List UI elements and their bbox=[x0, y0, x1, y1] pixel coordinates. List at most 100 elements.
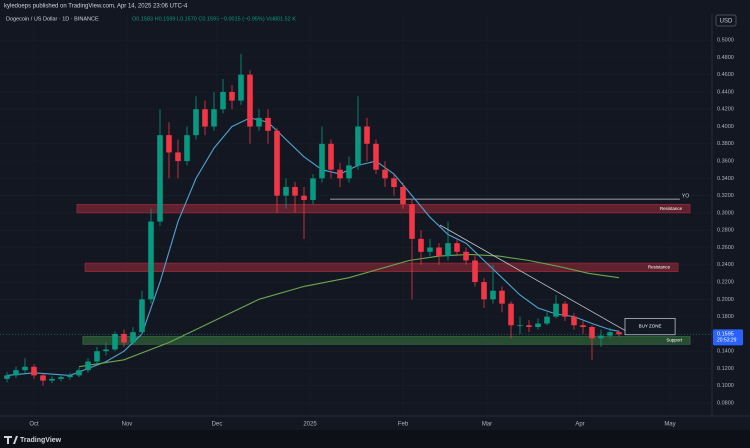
y-tick-label: 0.1200 bbox=[717, 366, 734, 372]
candle-body bbox=[58, 377, 64, 379]
candle-body bbox=[274, 130, 280, 196]
y-tick-label: 0.4400 bbox=[717, 89, 734, 95]
symbol: Dogecoin / US Dollar · 1D · BINANCE bbox=[6, 16, 99, 22]
y-tick-label: 0.3600 bbox=[717, 159, 734, 165]
candle-body bbox=[103, 349, 109, 352]
candle-body bbox=[157, 135, 163, 222]
footer-bar bbox=[0, 430, 750, 448]
candle-body bbox=[427, 247, 433, 252]
y-tick-label: 0.4800 bbox=[717, 55, 734, 61]
candle-body bbox=[400, 187, 406, 205]
trendline bbox=[439, 224, 626, 331]
x-tick-label: Mar bbox=[482, 422, 492, 428]
y-tick-label: 0.5000 bbox=[717, 38, 734, 44]
candle-body bbox=[436, 247, 442, 257]
y-tick-label: 0.3400 bbox=[717, 176, 734, 182]
buy-zone bbox=[624, 318, 676, 336]
y-tick-label: 0.1000 bbox=[717, 383, 734, 389]
candle-body bbox=[418, 238, 424, 252]
y-tick-label: 0.1400 bbox=[717, 349, 734, 355]
candle-body bbox=[139, 299, 145, 333]
candle-body bbox=[31, 366, 37, 376]
zone-label: Resistance bbox=[660, 206, 683, 211]
candle-body bbox=[562, 303, 568, 317]
y-tick-label: 0.1800 bbox=[717, 314, 734, 320]
buy-zone-label: BUY ZONE bbox=[639, 324, 662, 329]
x-tick-label: Nov bbox=[122, 422, 133, 428]
candle-body bbox=[472, 260, 478, 283]
y-tick-label: 0.2600 bbox=[717, 245, 734, 251]
candle-body bbox=[76, 370, 82, 376]
y-tick-label: 0.2000 bbox=[717, 297, 734, 303]
candle-body bbox=[616, 332, 622, 335]
y-tick-label: 0.3000 bbox=[717, 210, 734, 216]
zone-label: Support bbox=[666, 338, 683, 343]
candle-body bbox=[463, 251, 469, 261]
candle-body bbox=[481, 282, 487, 300]
candle-body bbox=[526, 325, 532, 327]
zone bbox=[84, 262, 679, 272]
candle-body bbox=[301, 195, 307, 200]
candle-body bbox=[193, 109, 199, 136]
y-tick-label: 0.2400 bbox=[717, 262, 734, 268]
footer-brand: TradingView bbox=[20, 437, 62, 444]
x-tick-label: 2025 bbox=[303, 422, 317, 428]
candle-body bbox=[535, 323, 541, 327]
candle-body bbox=[499, 290, 505, 304]
candle-body bbox=[175, 152, 181, 162]
candle-body bbox=[292, 187, 298, 196]
candle-body bbox=[220, 91, 226, 110]
candle-body bbox=[409, 204, 415, 239]
zone-label: Resistance bbox=[648, 265, 671, 270]
candle-body bbox=[598, 335, 604, 339]
candle-body bbox=[355, 126, 361, 166]
x-tick-label: May bbox=[664, 422, 675, 428]
y-tick-label: 0.3800 bbox=[717, 141, 734, 147]
y-tick-label: 0.4000 bbox=[717, 124, 734, 130]
candle-body bbox=[382, 169, 388, 179]
x-tick-label: Dec bbox=[212, 422, 223, 428]
candle-body bbox=[13, 370, 19, 376]
candle-body bbox=[184, 135, 190, 162]
candle-body bbox=[247, 74, 253, 127]
x-tick-label: Oct bbox=[29, 422, 39, 428]
candle-body bbox=[130, 332, 136, 343]
candle-body bbox=[337, 169, 343, 179]
candle-body bbox=[85, 361, 91, 371]
candle-body bbox=[544, 316, 550, 324]
candle-body bbox=[4, 375, 10, 379]
ma-line bbox=[78, 253, 620, 368]
y-tick-label: 0.0800 bbox=[717, 400, 734, 406]
candle-body bbox=[166, 135, 172, 153]
candle-body bbox=[202, 109, 208, 127]
candle-body bbox=[373, 143, 379, 170]
x-tick-label: Apr bbox=[575, 422, 584, 428]
countdown: 20:53:29 bbox=[717, 338, 737, 344]
candle-body bbox=[607, 332, 613, 336]
y-tick-label: 0.2800 bbox=[717, 228, 734, 234]
currency-box bbox=[715, 14, 737, 27]
candle-body bbox=[364, 126, 370, 144]
candle-body bbox=[67, 375, 73, 378]
logo bbox=[4, 436, 18, 444]
candle-body bbox=[319, 143, 325, 179]
last-price-label: 0.1595 bbox=[717, 331, 734, 337]
candle-body bbox=[49, 378, 55, 381]
candle-body bbox=[580, 325, 586, 327]
candle-body bbox=[256, 117, 262, 127]
candle-body bbox=[40, 375, 46, 381]
candle-body bbox=[571, 316, 577, 326]
zone bbox=[82, 336, 691, 345]
last-price-box bbox=[713, 329, 743, 346]
candle-body bbox=[148, 221, 154, 300]
candle-body bbox=[211, 109, 217, 127]
level-label: YO bbox=[682, 193, 689, 199]
candle-body bbox=[517, 325, 523, 327]
y-tick-label: 0.4200 bbox=[717, 107, 734, 113]
candle-body bbox=[589, 326, 595, 339]
candle-body bbox=[490, 290, 496, 300]
candle-body bbox=[445, 243, 451, 257]
zone bbox=[76, 203, 691, 214]
